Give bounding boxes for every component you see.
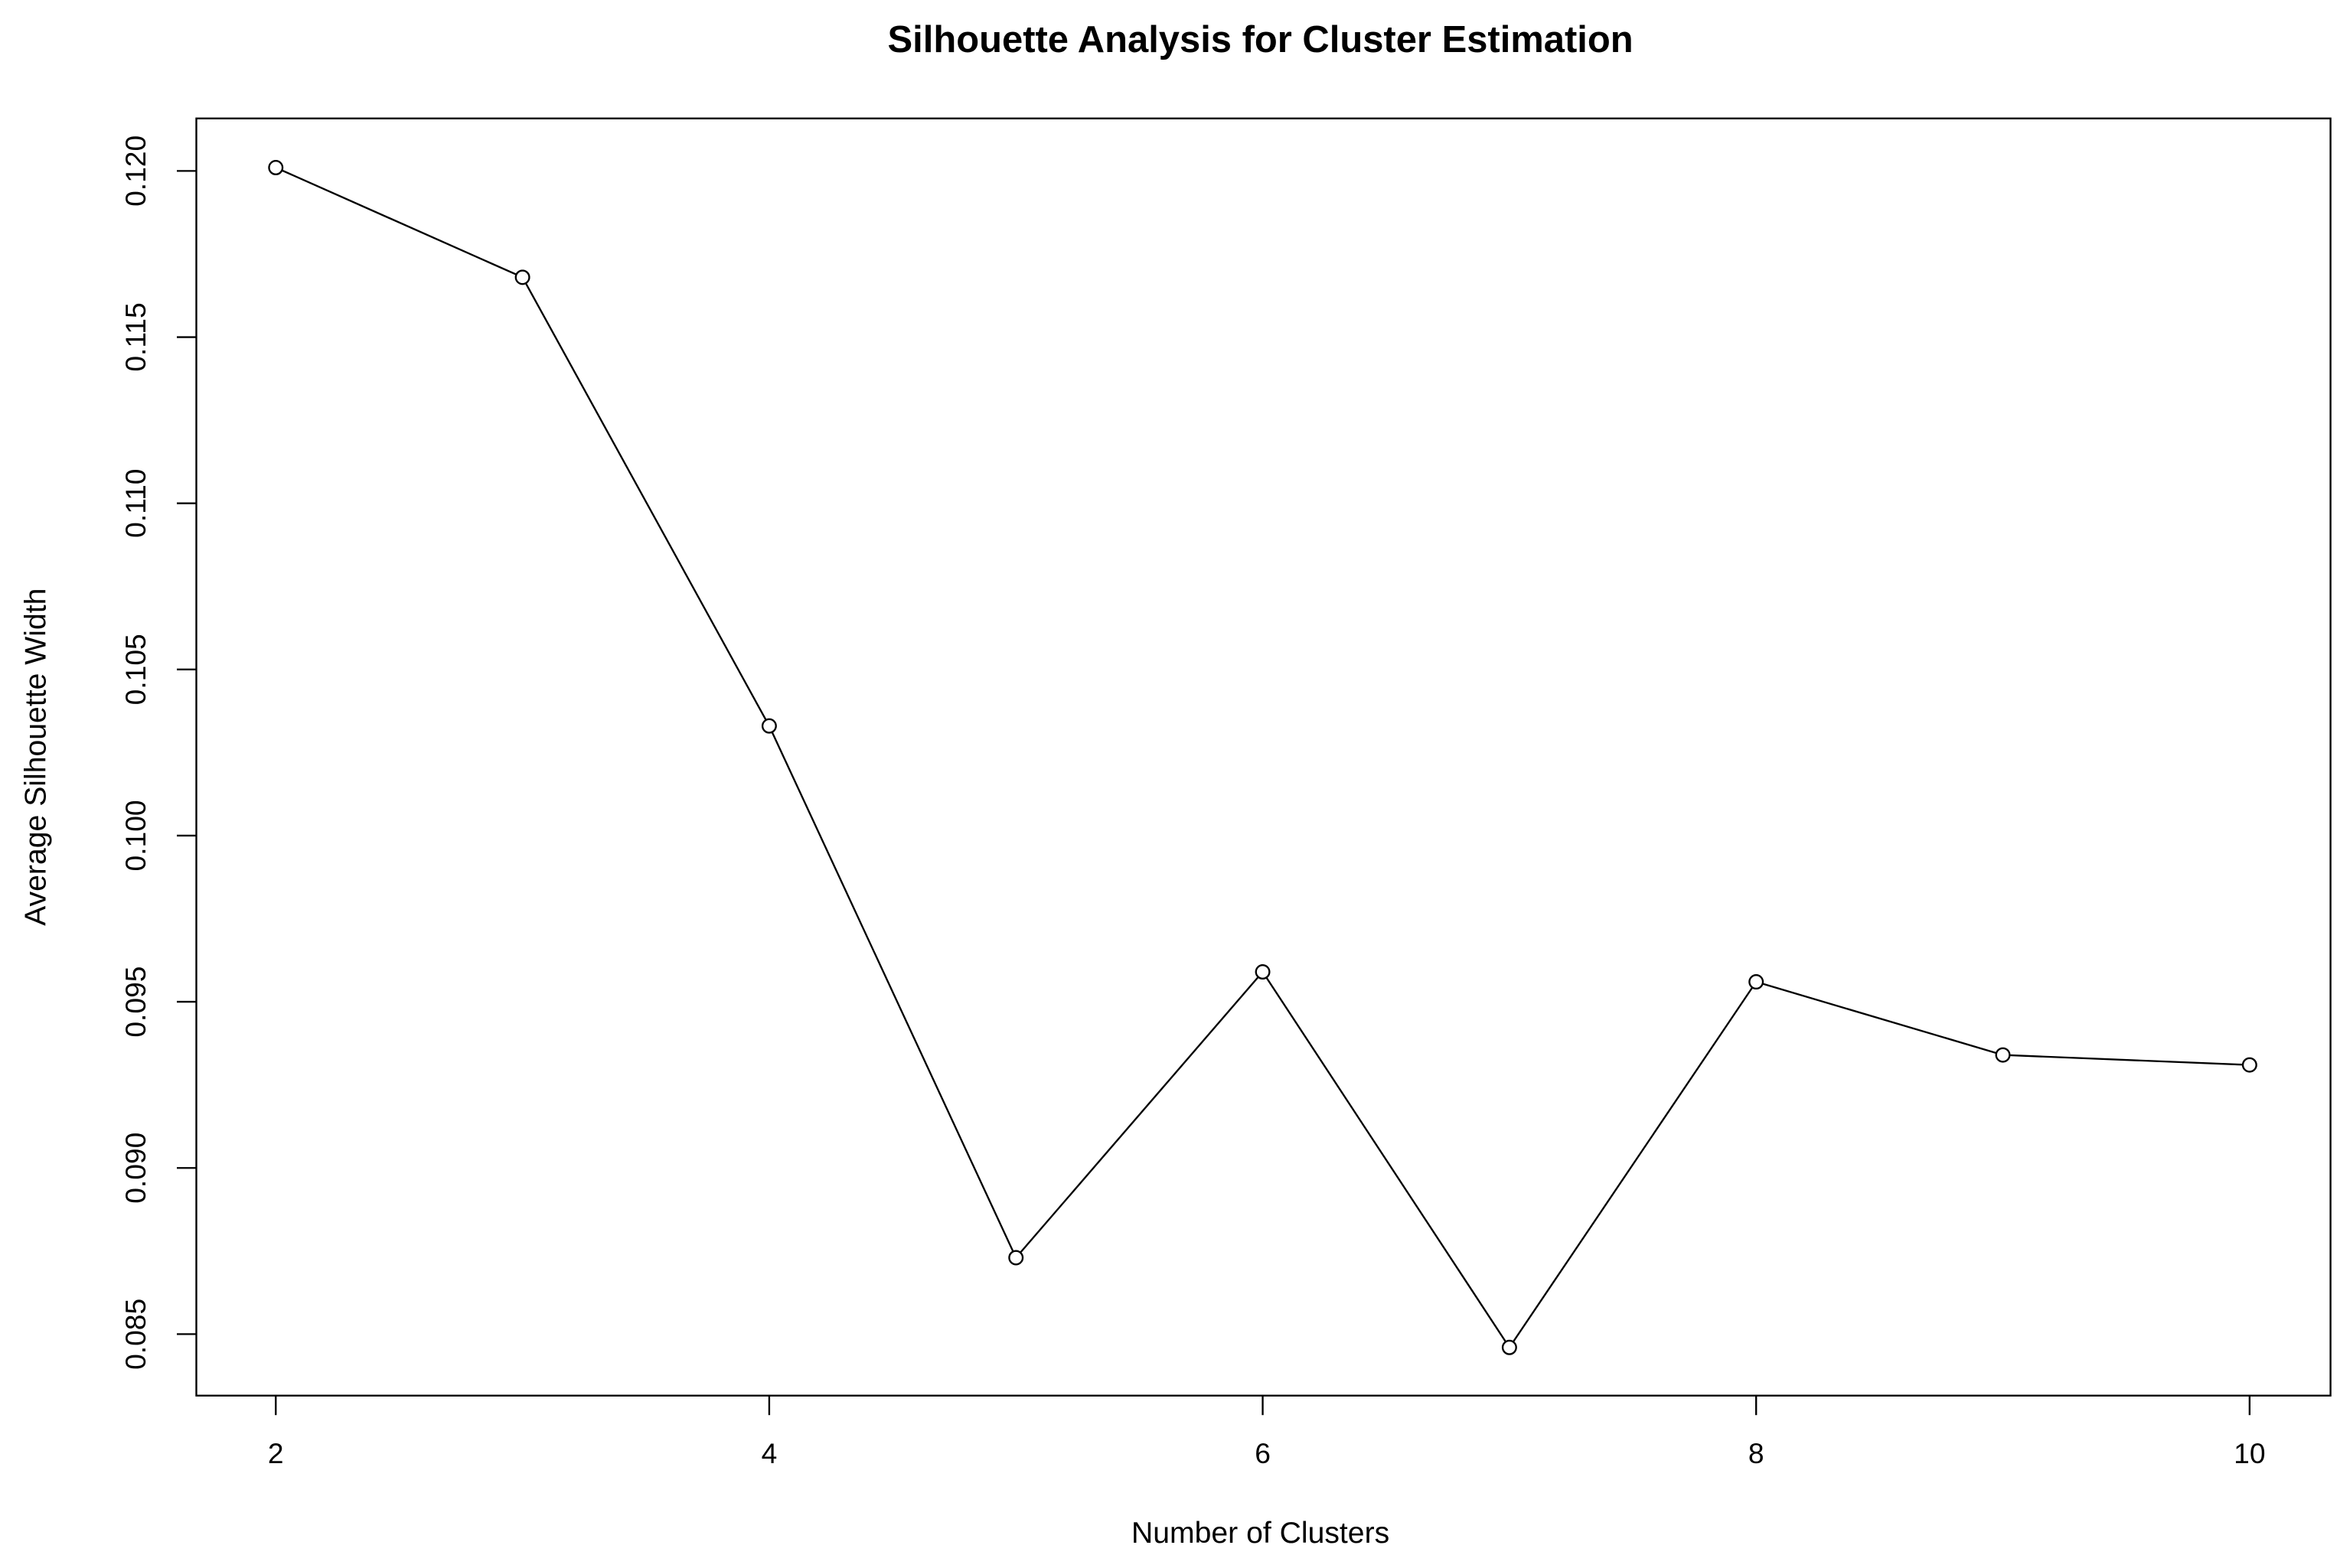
y-tick-label: 0.115 — [119, 302, 152, 371]
x-tick-label: 6 — [1255, 1437, 1271, 1469]
x-tick-label: 8 — [1748, 1437, 1764, 1469]
point — [1995, 1047, 2011, 1063]
y-tick-label: 0.100 — [119, 800, 152, 871]
x-tick-label: 10 — [2234, 1437, 2265, 1469]
x-axis-label: Number of Clusters — [1131, 1517, 1389, 1550]
y-axis-label: Average Silhouette Width — [19, 588, 52, 926]
point — [514, 269, 530, 285]
line — [275, 166, 2250, 1349]
plot-box — [195, 117, 2332, 1397]
point — [268, 160, 284, 176]
y-tick-label: 0.085 — [119, 1299, 152, 1370]
x-tick-label: 4 — [762, 1437, 778, 1469]
y-tick-label: 0.090 — [119, 1133, 152, 1204]
x-tick-label: 2 — [268, 1437, 284, 1469]
y-tick-label: 0.120 — [119, 135, 152, 207]
point — [1501, 1339, 1517, 1355]
point — [1255, 964, 1271, 980]
point — [2241, 1057, 2257, 1073]
point — [761, 718, 777, 734]
point — [1748, 974, 1764, 990]
y-tick-label: 0.095 — [119, 967, 152, 1038]
chart-title: Silhouette Analysis for Cluster Estimati… — [888, 19, 1634, 60]
y-tick-label: 0.105 — [119, 634, 152, 705]
y-tick-label: 0.110 — [119, 468, 152, 537]
point — [1008, 1250, 1024, 1266]
